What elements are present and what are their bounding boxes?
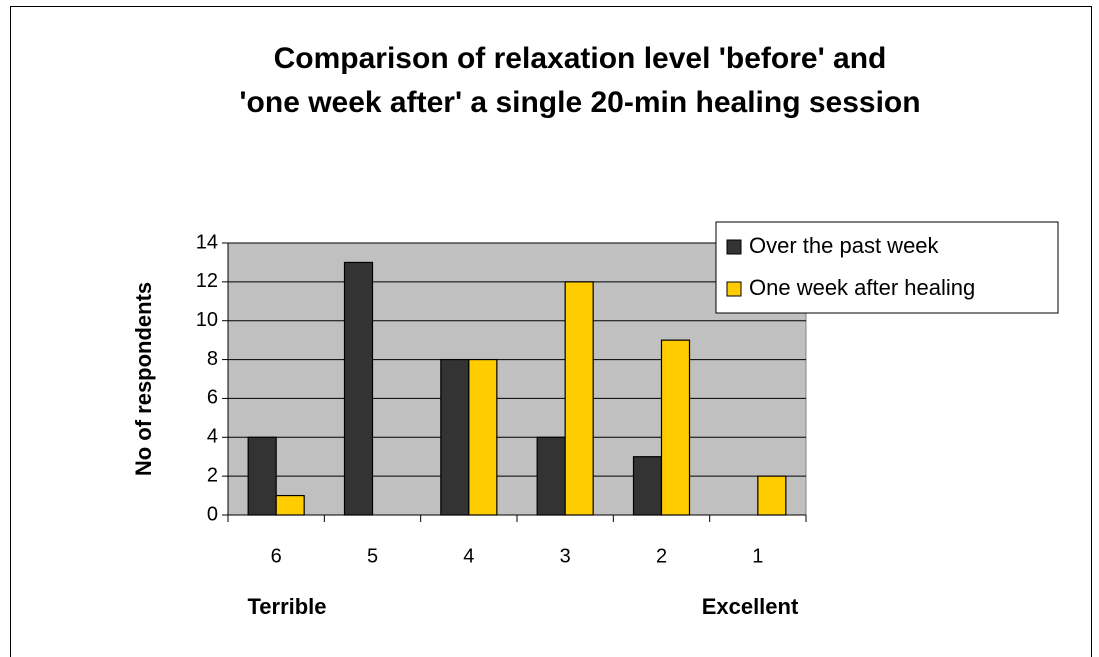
y-tick-label: 6 [207,387,218,409]
chart-title: 'one week after' a single 20-min healing… [239,86,920,119]
annotation: Excellent [702,594,799,619]
x-tick-label: 6 [271,545,282,567]
bar [275,494,305,516]
y-axis-label: No of respondents [131,282,156,476]
legend-swatch [726,239,742,255]
x-tick-label: 1 [752,545,763,567]
bar [468,358,498,516]
x-tick-label: 3 [560,545,571,567]
bar [536,436,566,516]
x-tick-label: 5 [367,545,378,567]
bar [660,339,691,516]
bar [343,261,374,516]
y-tick-label: 2 [207,464,218,486]
legend-label: Over the past week [749,233,940,258]
x-tick-label: 2 [656,545,667,567]
bar [564,281,594,516]
bar [632,456,663,516]
bar [440,358,470,516]
legend-label: One week after healing [749,275,975,300]
chart-title: Comparison of relaxation level 'before' … [274,42,887,75]
plot-area [227,242,807,516]
y-tick-label: 4 [207,426,218,448]
y-tick-label: 12 [196,270,218,292]
y-tick-label: 0 [207,503,218,525]
legend-box [715,221,1059,314]
legend-swatch [726,281,742,297]
y-tick-label: 14 [196,231,218,253]
bar [247,436,277,516]
x-tick-label: 4 [463,545,474,567]
y-tick-label: 8 [207,348,218,370]
annotation: Terrible [247,594,326,619]
bar [757,475,787,516]
y-tick-label: 10 [196,309,218,331]
